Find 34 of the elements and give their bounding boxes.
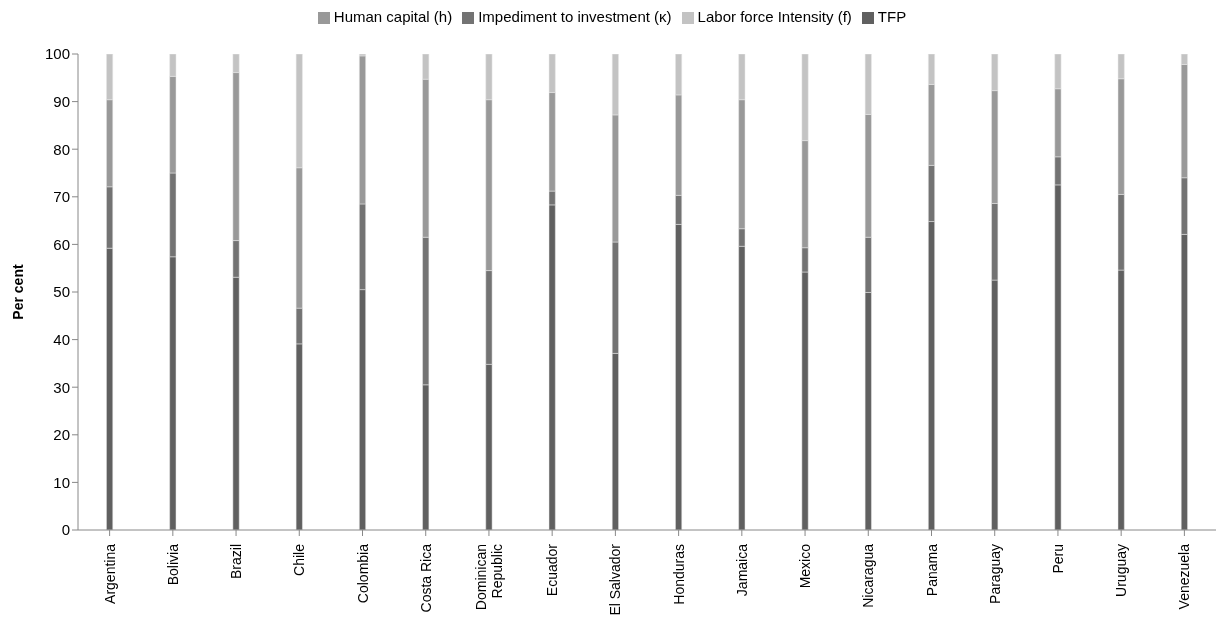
x-tick-label: Argentina <box>101 543 118 604</box>
y-tick-label: 60 <box>53 235 70 253</box>
y-tick-label: 90 <box>53 92 70 110</box>
x-tick-label: Honduras <box>670 544 687 605</box>
x-tick-label: Uruguay <box>1113 544 1130 597</box>
x-tick-label: Costa Rica <box>417 543 434 613</box>
legend-label: Impediment to investment (κ) <box>478 8 672 25</box>
y-tick-label: 20 <box>53 426 70 444</box>
x-tick-label: Panama <box>923 543 940 597</box>
x-tick-label: Brazil <box>228 544 245 580</box>
x-tick-label: Bolivia <box>164 543 181 586</box>
x-tick-label: Mexico <box>797 543 814 589</box>
x-tick-label: Nicaragua <box>860 543 877 608</box>
y-axis-title: Per cent <box>9 264 26 320</box>
legend-label: Human capital (h) <box>333 8 453 25</box>
y-tick-label: 10 <box>53 473 70 491</box>
x-tick-label: Ecuador <box>544 543 561 597</box>
y-tick-label: 100 <box>44 45 70 63</box>
x-tick-label: Venezuela <box>1176 543 1193 610</box>
x-tick-label: Peru <box>1049 544 1066 574</box>
y-tick-label: 30 <box>53 378 70 396</box>
x-tick-label: Jamaica <box>733 543 750 597</box>
x-tick-label: Chile <box>291 543 308 576</box>
x-tick-label: Colombia <box>354 543 371 604</box>
legend-label: TFP <box>877 8 907 25</box>
x-tick-label: El Salvador <box>607 543 624 616</box>
legend-label: Labor force Intensity (f) <box>697 8 852 25</box>
x-tick-label: Paraguay <box>986 544 1003 604</box>
y-tick-label: 40 <box>53 330 70 348</box>
y-tick-label: 70 <box>53 188 70 206</box>
y-tick-label: 0 <box>61 521 70 539</box>
x-tick-label: Dominican Republic <box>472 544 505 611</box>
y-tick-label: 50 <box>53 283 70 301</box>
y-tick-label: 80 <box>53 140 70 158</box>
